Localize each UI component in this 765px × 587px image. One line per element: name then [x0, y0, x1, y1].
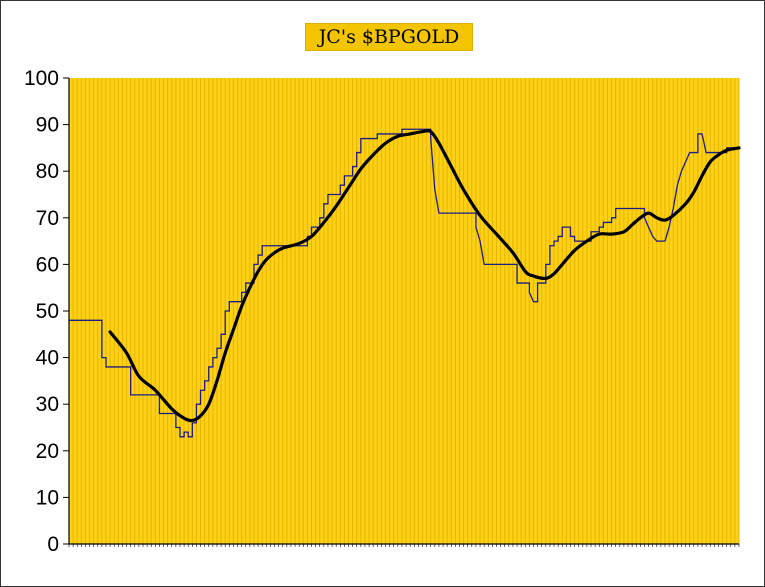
x-axis-ticks	[68, 544, 740, 547]
y-tick-label: 60	[36, 253, 59, 276]
smoothed-line	[108, 129, 741, 423]
series-group	[69, 128, 741, 438]
y-tick-label: 10	[36, 486, 59, 509]
chart-title: JC's $BPGOLD	[305, 23, 473, 51]
y-tick-label: 20	[36, 440, 59, 463]
y-tick-label: 30	[36, 393, 59, 416]
y-tick-label: 80	[36, 160, 59, 183]
plot-area	[69, 78, 739, 544]
y-tick-label: 70	[36, 207, 59, 230]
y-tick-label: 50	[36, 300, 59, 323]
price-step-line	[69, 128, 739, 438]
y-tick-label: 40	[36, 347, 59, 370]
y-tick-label: 90	[36, 114, 59, 137]
y-axis-ticks: 0 10 20 30 40 50 60 70 80 90 100	[24, 67, 69, 556]
y-tick-label: 100	[24, 67, 59, 90]
y-tick-label: 0	[47, 533, 59, 556]
vertical-gridlines	[72, 78, 740, 544]
